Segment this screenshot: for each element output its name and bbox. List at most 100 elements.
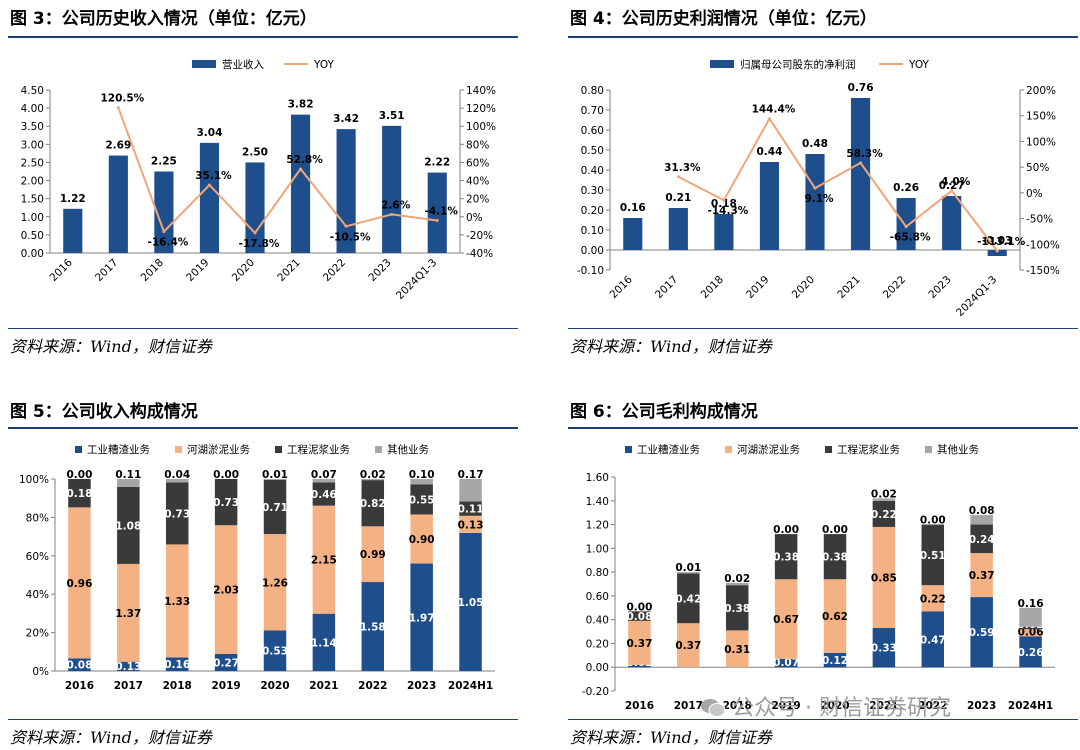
- legend-swatch: [375, 446, 382, 453]
- legend-swatch-bar: [192, 60, 216, 68]
- bar: [108, 155, 128, 253]
- segment-value-label: 0.08: [969, 505, 995, 517]
- stack-segment: [725, 585, 749, 631]
- y-right-tick-label: 0%: [1026, 188, 1043, 200]
- yoy-point: [767, 117, 771, 121]
- stack-segment: [361, 480, 385, 527]
- bar-value-label: 2.25: [151, 156, 177, 168]
- yoy-point: [950, 189, 954, 193]
- stack-segment: [68, 507, 91, 659]
- y-left-tick-label: 0.00: [581, 245, 604, 257]
- x-tick-label: 2019: [184, 257, 211, 284]
- stack-segment: [1019, 607, 1042, 627]
- segment-value-label: 0.38: [773, 552, 799, 564]
- stack-segment: [263, 630, 287, 671]
- fig4-title-rule: [568, 36, 1078, 38]
- y-right-tick-label: 20%: [466, 194, 489, 206]
- segment-value-label: 0.00: [213, 469, 239, 481]
- y-right-tick-label: 50%: [1026, 162, 1049, 174]
- legend-swatch: [175, 446, 182, 453]
- bar-value-label: 0.21: [665, 192, 691, 204]
- segment-value-label: 0.26: [1018, 647, 1044, 659]
- stack-segment: [459, 515, 482, 533]
- bar: [850, 98, 871, 250]
- legend-label-bar: 归属母公司股东的净利润: [740, 58, 856, 71]
- segment-value-label: 0.00: [773, 524, 799, 536]
- segment-value-label: 2.15: [311, 555, 337, 567]
- stack-segment: [823, 652, 847, 668]
- segment-value-label: 0.00: [920, 515, 946, 527]
- y-left-tick-label: 0.10: [581, 225, 604, 237]
- bar: [668, 208, 688, 250]
- stack-segment: [312, 479, 336, 483]
- segment-value-label: 1.08: [115, 520, 141, 532]
- stack-segment: [970, 597, 993, 668]
- y-right-tick-label: -40%: [466, 248, 493, 260]
- y-left-tick-label: 0.30: [581, 185, 604, 197]
- stack-segment: [970, 515, 993, 525]
- yoy-label: 52.8%: [286, 154, 323, 166]
- stack-segment: [214, 653, 238, 671]
- stack-segment: [263, 534, 287, 631]
- stack-segment: [361, 526, 385, 583]
- bar-value-label: -0.03: [982, 235, 1012, 247]
- y-right-tick-label: 140%: [466, 85, 496, 97]
- y-tick-label: -0.20: [582, 686, 609, 698]
- fig4-source: 资料来源：Wind，财信证券: [570, 337, 772, 356]
- segment-value-label: 0.82: [360, 498, 386, 510]
- segment-value-label: 0.24: [969, 534, 995, 546]
- segment-value-label: 1.05: [458, 597, 484, 609]
- segment-value-label: 0.59: [969, 627, 995, 639]
- x-tick-label: 2016: [608, 273, 636, 301]
- y-tick-label: 1.40: [586, 496, 609, 508]
- fig6-source: 资料来源：Wind，财信证券: [570, 728, 772, 747]
- fig5-source: 资料来源：Wind，财信证券: [10, 728, 212, 747]
- yoy-label: -16.4%: [147, 237, 188, 249]
- legend-label: 其他业务: [387, 443, 429, 456]
- fig3-chart: 0.00 0.50 1.00 1.50 2.00 2.50 3.00 3.50 4.00 4.50…: [21, 58, 496, 302]
- yoy-label: -14.3%: [707, 205, 748, 217]
- fig4-title: 图 4：公司历史利润情况（单位：亿元）: [570, 9, 877, 29]
- segment-value-label: 0.38: [724, 603, 750, 615]
- segment-value-label: 1.58: [360, 622, 386, 634]
- bar: [942, 196, 962, 250]
- segment-value-label: 0.62: [822, 611, 848, 623]
- stack-segment: [410, 484, 433, 515]
- fig6-title: 图 6：公司毛利构成情况: [570, 402, 758, 422]
- yoy-point: [722, 198, 726, 202]
- yoy-point: [676, 175, 680, 179]
- segment-value-label: 0.42: [675, 593, 701, 605]
- y-right-tick-label: -50%: [1026, 214, 1053, 226]
- yoy-label: 58.3%: [846, 148, 883, 160]
- bar-value-label: 0.44: [756, 146, 782, 158]
- x-tick-label: 2020: [260, 680, 289, 692]
- segment-value-label: 0.67: [773, 614, 799, 626]
- bar: [759, 162, 780, 250]
- x-tick-label: 2016: [65, 680, 94, 692]
- segment-value-label: 0.22: [920, 593, 946, 605]
- segment-value-label: 0.12: [822, 655, 848, 667]
- yoy-label: 31.3%: [664, 162, 701, 174]
- bar: [245, 162, 265, 253]
- y-tick-label: 80%: [26, 512, 49, 524]
- segment-value-label: 0.02: [360, 469, 386, 481]
- x-tick-label: 2021: [275, 257, 302, 284]
- yoy-point: [253, 231, 257, 235]
- segment-value-label: 0.73: [213, 497, 239, 509]
- fig3-source-rule: [8, 328, 518, 329]
- bar: [290, 114, 311, 254]
- yoy-point: [904, 225, 908, 229]
- segment-value-label: 1.33: [164, 596, 190, 608]
- bar-value-label: 0.16: [620, 202, 646, 214]
- y-left-tick-label: 4.00: [21, 103, 44, 115]
- y-tick-label: 60%: [26, 551, 49, 563]
- y-left-tick-label: 3.00: [21, 139, 44, 151]
- stack-segment: [117, 486, 140, 564]
- wechat-icon: [701, 699, 726, 717]
- y-left-tick-label: 0.20: [581, 205, 604, 217]
- segment-value-label: 2.03: [213, 585, 239, 597]
- legend-swatch: [825, 446, 832, 453]
- stack-segment: [361, 479, 385, 481]
- stack-segment: [628, 664, 651, 668]
- segment-value-label: 0.00: [822, 524, 848, 536]
